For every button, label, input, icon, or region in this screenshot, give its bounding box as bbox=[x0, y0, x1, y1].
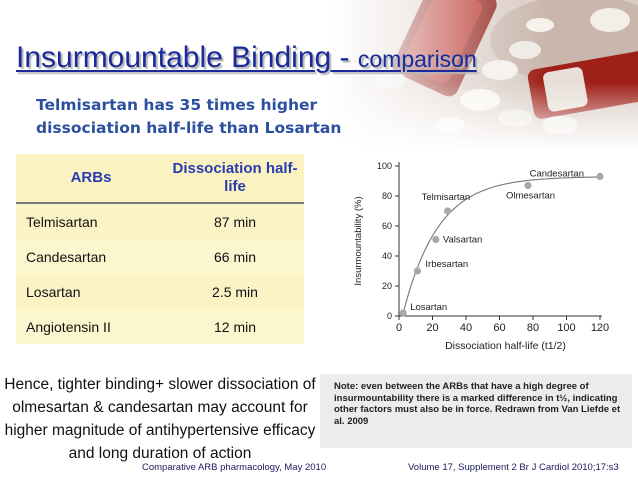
half-life-value: 87 min bbox=[166, 203, 304, 239]
footer-left: Comparative ARB pharmacology, May 2010 bbox=[142, 462, 327, 473]
point-label: Telmisartan bbox=[422, 192, 471, 203]
data-point bbox=[413, 267, 422, 275]
point-label: Irbesartan bbox=[425, 259, 468, 270]
point-label: Candesartan bbox=[530, 169, 584, 180]
column-header-arbs: ARBs bbox=[16, 154, 166, 204]
table-row: Candesartan 66 min bbox=[16, 239, 304, 274]
pills-photo bbox=[330, 0, 638, 150]
y-tick-label: 80 bbox=[382, 191, 392, 201]
arb-table: ARBs Dissociation half-life Telmisartan … bbox=[16, 154, 304, 344]
x-tick-label: 100 bbox=[557, 322, 575, 334]
y-tick-label: 20 bbox=[382, 281, 392, 291]
x-axis-label: Dissociation half-life (t1/2) bbox=[445, 340, 566, 352]
conclusion-text: Hence, tighter binding+ slower dissociat… bbox=[4, 376, 316, 462]
x-tick-label: 80 bbox=[527, 322, 539, 334]
data-point bbox=[399, 309, 407, 317]
table-header-row: ARBs Dissociation half-life bbox=[16, 154, 304, 204]
arb-name: Candesartan bbox=[26, 248, 107, 265]
x-tick-label: 40 bbox=[460, 322, 472, 334]
y-tick-label: 40 bbox=[382, 251, 392, 261]
figure-note: Note: even between the ARBs that have a … bbox=[320, 374, 632, 448]
half-life-value: 66 min bbox=[213, 248, 257, 265]
x-tick-label: 0 bbox=[396, 322, 402, 334]
arb-name: Telmisartan bbox=[16, 203, 166, 239]
x-tick-label: 20 bbox=[426, 322, 438, 334]
x-tick-label: 60 bbox=[493, 322, 505, 334]
y-tick-label: 0 bbox=[387, 311, 392, 321]
point-label: Losartan bbox=[410, 302, 447, 313]
x-tick-label: 120 bbox=[591, 322, 609, 334]
half-life-value: 2.5 min bbox=[166, 274, 304, 309]
title-main: Insurmountable Binding - bbox=[16, 41, 358, 74]
y-tick-label: 100 bbox=[377, 161, 392, 171]
data-point bbox=[596, 172, 604, 181]
y-axis-label: Insurmountability (%) bbox=[353, 196, 364, 285]
table-row: Telmisartan 87 min bbox=[16, 203, 304, 239]
column-header-half-life: Dissociation half-life bbox=[166, 154, 304, 204]
data-point bbox=[524, 181, 532, 190]
point-label: Valsartan bbox=[443, 235, 482, 246]
slide-title: Insurmountable Binding - comparison bbox=[16, 38, 477, 75]
arb-name: Angiotensin II bbox=[26, 318, 111, 335]
half-life-value: 12 min bbox=[213, 318, 257, 335]
trend-curve bbox=[402, 176, 601, 314]
point-label: Olmesartan bbox=[506, 191, 555, 202]
data-point bbox=[432, 235, 440, 244]
slide-subtitle: Telmisartan has 35 times higher dissocia… bbox=[36, 96, 342, 137]
y-tick-label: 60 bbox=[382, 221, 392, 231]
footer-right: Volume 17, Supplement 2 Br J Cardiol 201… bbox=[408, 462, 619, 473]
table-row: Losartan 2.5 min bbox=[16, 274, 304, 309]
title-sub: comparison bbox=[357, 46, 477, 72]
data-point bbox=[443, 207, 452, 215]
arb-name: Losartan bbox=[16, 274, 166, 309]
table-row: Angiotensin II 12 min bbox=[16, 309, 304, 344]
insurmountability-chart: 0 20 40 60 80 100 0 20 40 60 80 100 120 Dissociation … bbox=[353, 161, 609, 352]
